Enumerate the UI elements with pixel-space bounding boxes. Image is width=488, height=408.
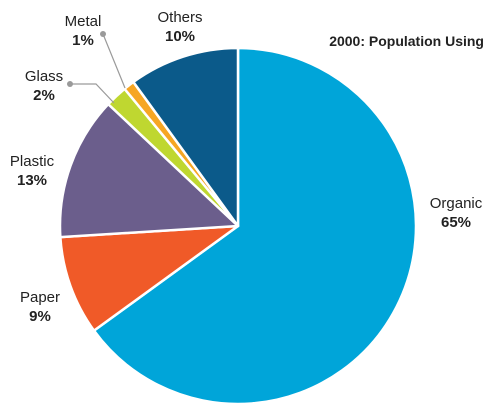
leader-line-glass — [70, 83, 115, 104]
pie-slices — [58, 46, 418, 406]
leader-lines — [67, 31, 126, 104]
slice-label-glass: Glass — [25, 68, 63, 85]
slice-label-metal: Metal — [65, 13, 102, 30]
leader-line-metal — [102, 33, 126, 89]
pie-slice-plastic — [58, 102, 240, 239]
slice-value-metal: 1% — [72, 32, 94, 49]
chart-title: 2000: Population Using — [329, 33, 484, 49]
leader-dot-glass — [67, 81, 73, 87]
slice-value-organic: 65% — [441, 214, 471, 231]
slice-value-plastic: 13% — [17, 172, 47, 189]
pie-slice-organic — [92, 46, 418, 406]
slice-label-organic: Organic — [430, 195, 483, 212]
slice-value-glass: 2% — [33, 87, 55, 104]
pie-slice-paper — [59, 224, 240, 332]
slice-label-paper: Paper — [20, 289, 60, 306]
slice-label-plastic: Plastic — [10, 153, 55, 170]
slice-value-others: 10% — [165, 28, 195, 45]
slice-labels: Organic 65% Paper 9% Plastic 13% Glass 2% Metal 1… — [10, 9, 483, 325]
leader-dot-metal — [100, 31, 106, 37]
pie-slice-others — [132, 46, 240, 228]
slice-value-paper: 9% — [29, 308, 51, 325]
slice-label-others: Others — [157, 9, 202, 26]
